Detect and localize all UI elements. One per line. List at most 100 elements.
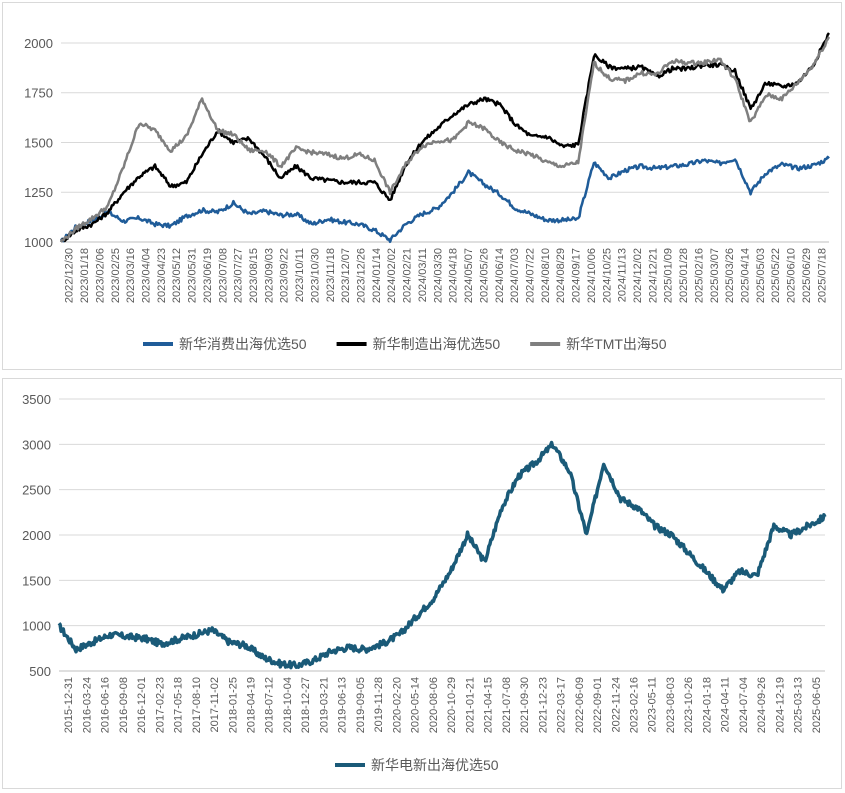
x-tick-label: 2024/03/30	[432, 248, 444, 303]
chart-panel-top: 1000 1250 1500 1750 2000 2022/12/30 2023/01/18…	[2, 2, 842, 370]
x-tick-label: 2017-05-18	[173, 677, 185, 733]
y-tick-label: 2000	[24, 36, 53, 51]
series-line-1	[60, 155, 830, 244]
x-tick-label: 2024/09/17	[571, 248, 583, 303]
x-tick-label: 2016-03-24	[81, 677, 93, 733]
x-tick-label: 2025/05/03	[755, 248, 767, 303]
x-tick-label: 2024-12-19	[774, 677, 786, 733]
line-chart-bottom: 500 1000 1500 2000 2500 3000 3500 2015-12-31 201…	[22, 392, 827, 773]
x-tick-label: 2024/02/02	[386, 248, 398, 303]
x-tick-label: 2024/04/18	[448, 248, 460, 303]
x-tick-label: 2025/06/29	[801, 248, 813, 303]
x-tick-label: 2023/03/16	[125, 248, 137, 303]
x-tick-label: 2023/02/06	[94, 248, 106, 303]
x-tick-label: 2024/12/21	[647, 248, 659, 303]
x-tick-label: 2024/07/22	[524, 248, 536, 303]
x-tick-label: 2023/08/15	[248, 248, 260, 303]
x-tick-label: 2025/01/09	[663, 248, 675, 303]
x-tick-label: 2024/08/10	[540, 248, 552, 303]
x-tick-label: 2024-09-26	[756, 677, 768, 733]
y-tick-label: 1500	[22, 573, 51, 588]
x-tick-label: 2023/04/23	[156, 248, 168, 303]
legend-item: 新华电新出海优选50	[335, 757, 499, 773]
legend-label: 新华消费出海优选50	[179, 336, 307, 352]
y-tick-label: 3500	[22, 392, 51, 407]
x-tick-label: 2018-01-25	[227, 677, 239, 733]
y-tick-label: 500	[29, 664, 51, 679]
legend-label: 新华TMT出海50	[566, 336, 667, 352]
x-tick-label: 2020-08-06	[428, 677, 440, 733]
y-tick-label: 2000	[22, 528, 51, 543]
x-tick-label: 2020-10-29	[446, 677, 458, 733]
x-tick-label: 2023-08-03	[665, 677, 677, 733]
x-tick-label: 2023/01/18	[79, 248, 91, 303]
legend-label: 新华制造出海优选50	[373, 336, 501, 352]
y-tick-label: 2500	[22, 483, 51, 498]
x-tick-label: 2023/10/30	[309, 248, 321, 303]
x-tick-label: 2022-03-17	[556, 677, 568, 733]
x-tick-label: 2018-04-19	[246, 677, 258, 733]
x-tick-label: 2022/12/30	[64, 248, 76, 303]
x-tick-label: 2023/09/22	[279, 248, 291, 303]
x-tick-label: 2024/11/13	[617, 248, 629, 302]
x-tick-label: 2024/07/03	[509, 248, 521, 303]
x-tick-label: 2020-05-14	[410, 677, 422, 733]
x-tick-label: 2016-12-01	[136, 677, 148, 733]
x-tick-label: 2023/05/12	[171, 248, 183, 303]
x-tick-label: 2018-10-04	[282, 677, 294, 733]
x-tick-label: 2017-08-10	[191, 677, 203, 733]
x-tick-label: 2024/10/25	[601, 248, 613, 303]
x-tick-label: 2016-06-16	[100, 677, 112, 733]
series-line-1	[57, 440, 827, 670]
y-tick-label: 1000	[22, 619, 51, 634]
x-tick-label: 2024/01/14	[371, 248, 383, 303]
x-tick-label: 2020-02-20	[391, 677, 403, 733]
x-tick-label: 2023/11/18	[325, 248, 337, 302]
x-tick-label: 2022-06-09	[574, 677, 586, 733]
x-tick-label: 2023/10/11	[294, 248, 306, 302]
x-tick-label: 2025/01/28	[678, 248, 690, 303]
x-tick-label: 2025/04/14	[740, 248, 752, 303]
x-tick-label: 2019-06-13	[337, 677, 349, 733]
legend-label: 新华电新出海优选50	[371, 757, 499, 773]
y-tick-label: 1750	[24, 86, 53, 101]
legend-item: 新华TMT出海50	[530, 336, 667, 352]
y-tick-label: 3000	[22, 437, 51, 452]
x-tick-label: 2023/07/08	[217, 248, 229, 303]
x-tick-label: 2015-12-31	[63, 677, 75, 733]
x-tick-label: 2023-02-16	[629, 677, 641, 733]
x-tick-label: 2024/03/11	[417, 248, 429, 302]
series-line-2	[59, 32, 830, 243]
series-line-3	[59, 36, 831, 243]
chart-panel-bottom: 500 1000 1500 2000 2500 3000 3500 2015-12-31 201…	[2, 378, 842, 789]
x-tick-label: 2024-04-11	[720, 677, 732, 732]
x-tick-label: 2023/02/25	[110, 248, 122, 303]
x-tick-label: 2019-03-21	[318, 677, 330, 733]
x-tick-label: 2024/05/26	[478, 248, 490, 303]
x-tick-label: 2024-01-18	[701, 677, 713, 733]
x-tick-label: 2024/12/02	[632, 248, 644, 303]
x-tick-label: 2025-06-05	[811, 677, 823, 733]
x-tick-label: 2025/03/07	[709, 248, 721, 303]
x-tick-label: 2025-03-13	[793, 677, 805, 733]
x-tick-label: 2023/12/26	[356, 248, 368, 303]
x-tick-label: 2018-12-27	[300, 677, 312, 733]
x-tick-label: 2025/05/22	[770, 248, 782, 303]
x-tick-label: 2019-11-28	[373, 677, 385, 732]
x-tick-label: 2022-09-01	[592, 677, 604, 733]
x-tick-label: 2024-07-04	[738, 677, 750, 733]
x-tick-label: 2024/06/14	[494, 248, 506, 303]
x-tick-label: 2023/07/27	[233, 248, 245, 303]
x-tick-label: 2023/12/07	[340, 248, 352, 303]
x-tick-label: 2025/02/16	[693, 248, 705, 303]
x-tick-label: 2024/02/21	[402, 248, 414, 303]
line-chart-top: 1000 1250 1500 1750 2000 2022/12/30 2023/01/18…	[24, 32, 831, 352]
legend-item: 新华制造出海优选50	[336, 336, 501, 352]
x-tick-label: 2023/04/04	[140, 248, 152, 303]
x-tick-label: 2018-07-12	[264, 677, 276, 733]
y-tick-label: 1000	[24, 235, 53, 250]
x-tick-label: 2023/06/19	[202, 248, 214, 303]
x-tick-label: 2024/08/29	[555, 248, 567, 303]
x-tick-label: 2023/09/03	[263, 248, 275, 303]
x-tick-label: 2025/06/10	[786, 248, 798, 303]
